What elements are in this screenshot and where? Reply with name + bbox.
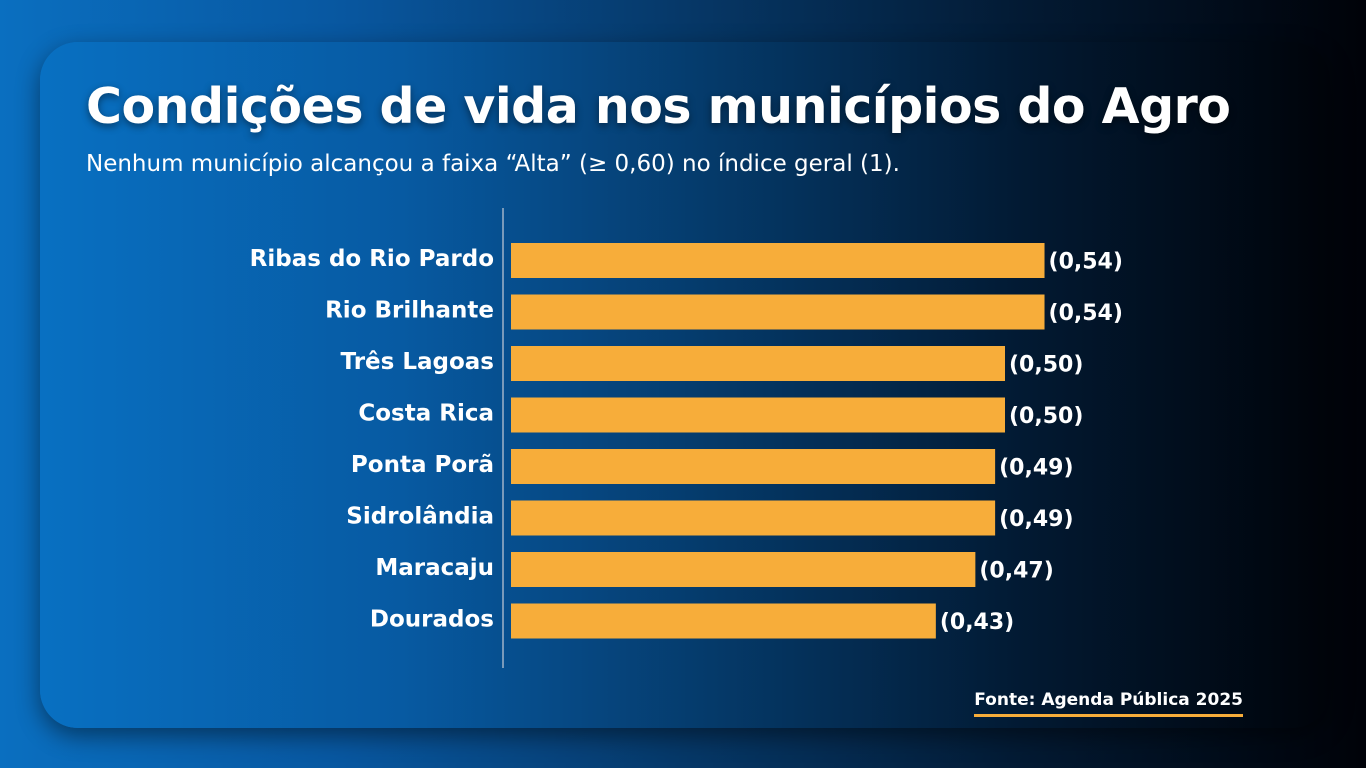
value-label: (0,54)	[1049, 301, 1123, 326]
bar	[511, 449, 996, 484]
bar	[511, 397, 1005, 433]
category-label: Sidrolândia	[346, 504, 494, 530]
category-label: Três Lagoas	[341, 349, 494, 375]
bar	[511, 346, 1005, 381]
value-label: (0,43)	[940, 610, 1014, 635]
bar	[511, 243, 1045, 278]
category-label: Ponta Porã	[351, 452, 494, 478]
source-note: Fonte: Agenda Pública 2025	[974, 690, 1243, 717]
value-label: (0,50)	[1009, 404, 1083, 429]
value-label: (0,50)	[1009, 353, 1083, 378]
bar	[511, 294, 1045, 330]
value-label: (0,54)	[1049, 250, 1123, 275]
category-label: Rio Brilhante	[325, 298, 494, 324]
value-label: (0,47)	[979, 559, 1053, 584]
bar	[511, 500, 996, 536]
bar	[511, 552, 976, 587]
bar	[511, 603, 936, 639]
category-label: Costa Rica	[358, 401, 494, 427]
bars-group: Ribas do Rio Pardo (0,54) Rio Brilhante (0,…	[250, 243, 1123, 639]
value-label: (0,49)	[999, 507, 1073, 532]
chart-title: Condições de vida nos municípios do Agro	[86, 78, 1231, 135]
category-label: Dourados	[370, 607, 494, 633]
category-label: Ribas do Rio Pardo	[250, 246, 494, 272]
category-label: Maracaju	[375, 555, 494, 581]
value-label: (0,49)	[999, 456, 1073, 481]
chart-subtitle: Nenhum município alcançou a faixa “Alta”…	[86, 151, 900, 177]
